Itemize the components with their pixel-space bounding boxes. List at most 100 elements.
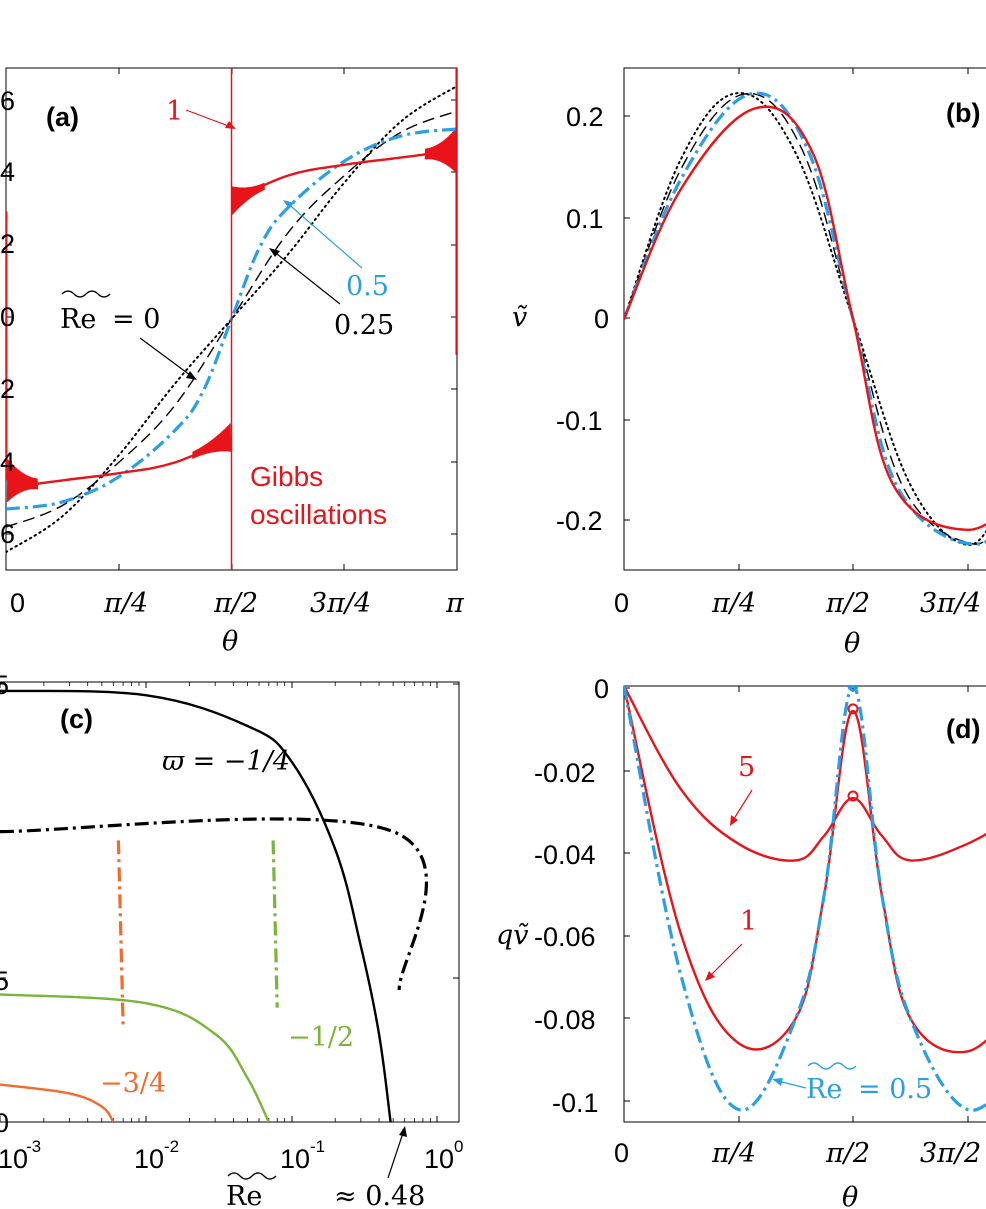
panel-a-annot-re0: Re = 0 xyxy=(60,290,160,335)
panel-a-xtick-4: π xyxy=(445,588,465,619)
panel-a-xtick-0: 0 xyxy=(10,588,25,618)
panel-a-annot-re0-lhs: Re xyxy=(60,304,96,335)
panel-c-xlabel-text: Re xyxy=(226,1181,262,1209)
panel-b-axes-box xyxy=(623,67,986,571)
panel-c-xtick-2-base: 10 xyxy=(280,1144,310,1174)
panel-a-arrow-half xyxy=(285,201,363,269)
panel-d-marker-re xyxy=(847,686,859,692)
panel-c-xtick-0: 10 -3 xyxy=(0,1137,41,1174)
panel-b-xlabel: θ xyxy=(844,628,860,659)
panel-a-re0-tilde xyxy=(61,290,111,298)
panel-a-series-3 xyxy=(10,149,453,489)
panel-c-annot-half: −1/2 xyxy=(288,1022,354,1053)
panel-d-ylabel: qṽ xyxy=(496,920,529,951)
panel-a-ytick-5: 4 xyxy=(0,447,15,477)
panel-c-xtick-1-exp: -2 xyxy=(164,1137,179,1156)
panel-d-series-1 xyxy=(624,686,986,1054)
panel-b-ytick-4: -0.2 xyxy=(556,506,603,536)
panel-a-xtick-3: 3π/4 xyxy=(310,588,371,619)
panel-d-xtick-1: π/4 xyxy=(711,1138,756,1169)
panel-c: 5 5 0 10 -3 10 -2 10 -1 10 0 Re (c) ϖ = … xyxy=(0,670,463,1209)
panel-a-xtick-1: π/4 xyxy=(103,588,148,619)
panel-b-series-2 xyxy=(624,91,986,546)
panel-c-xtick-3-base: 10 xyxy=(424,1144,454,1174)
panel-b: 0.2 0.1 0 -0.1 -0.2 ṽ 0 π/4 π/2 3π/4 θ (… xyxy=(512,67,986,659)
panel-a-gibbs-mid-left xyxy=(192,423,232,459)
panel-d-ytick-5: -0.1 xyxy=(552,1088,599,1118)
panel-b-ytick-2: 0 xyxy=(594,304,609,334)
panel-a-gibbs-mid-right xyxy=(231,182,265,216)
panel-a-annot-quarter: 0.25 xyxy=(334,310,394,341)
panel-c-xtick-2: 10 -1 xyxy=(280,1137,325,1174)
panel-b-series xyxy=(624,91,986,546)
panel-a-gibbs-right xyxy=(424,129,456,173)
panel-a-annot-one: 1 xyxy=(166,96,183,127)
panel-a-ytick-6: 6 xyxy=(0,519,15,549)
panel-d-re-tilde xyxy=(807,1062,857,1070)
panel-a-ytick-2: 2 xyxy=(0,229,15,259)
panel-c-series xyxy=(0,689,428,1122)
panel-d-annot-re-lhs: Re xyxy=(806,1074,842,1105)
panel-a-ytick-4: 2 xyxy=(0,374,15,404)
panel-d-ytick-0: 0 xyxy=(594,674,609,704)
panel-d-series-0 xyxy=(624,686,986,862)
panel-c-ytick-2: 0 xyxy=(0,1108,9,1138)
panel-b-ylabel: ṽ xyxy=(512,302,528,333)
panel-b-series-0 xyxy=(624,92,986,546)
panel-b-xtick-1: π/4 xyxy=(711,588,756,619)
panel-d-xtick-2: π/2 xyxy=(825,1138,870,1169)
panel-d-ytick-3: -0.06 xyxy=(534,922,596,952)
panel-a-annot-gibbs-line1: Gibbs xyxy=(250,461,323,492)
panel-d-annot-re-rhs: = 0.5 xyxy=(858,1074,932,1105)
panel-a-ytick-1: 4 xyxy=(0,157,15,187)
panel-b-series-1 xyxy=(624,92,986,545)
panel-d-series-2 xyxy=(624,686,986,1112)
panel-a-arrowhead-quarter xyxy=(269,248,280,257)
panel-b-ytick-3: -0.1 xyxy=(556,406,603,436)
panel-a-series xyxy=(6,68,457,570)
panel-b-ytick-1: 0.1 xyxy=(566,204,604,234)
panel-d-arrowhead-re xyxy=(772,1078,783,1086)
panel-b-xtick-2: π/2 xyxy=(825,588,870,619)
panel-a-annot-re0-rhs: = 0 xyxy=(112,304,160,335)
panel-d-axes-box xyxy=(623,685,986,1123)
panel-a-arrowhead-one xyxy=(225,121,236,129)
panel-d-xtick-3: 3π/2 xyxy=(920,1138,981,1169)
panel-c-xtick-3: 10 0 xyxy=(424,1137,463,1174)
panel-d-arrow-one xyxy=(707,943,743,979)
panel-a-arrow-re0 xyxy=(139,337,195,379)
panel-b-ticks xyxy=(623,68,969,570)
panel-c-series-2 xyxy=(0,1083,115,1122)
panel-d: 0 -0.02 -0.04 -0.06 -0.08 -0.1 qṽ 0 π/4 … xyxy=(496,674,986,1209)
panel-c-xtick-0-exp: -3 xyxy=(26,1137,41,1156)
panel-a-gibbs-left xyxy=(6,459,39,502)
panel-d-arrowhead-one xyxy=(705,971,715,981)
panel-d-ytick-1: -0.02 xyxy=(534,758,596,788)
panel-d-marker-1 xyxy=(847,703,859,715)
panel-c-xtick-2-exp: -1 xyxy=(310,1137,325,1156)
panel-b-xtick-3: 3π/4 xyxy=(920,588,981,619)
panel-c-series-1 xyxy=(0,993,270,1122)
panel-d-annot-one: 1 xyxy=(740,906,757,937)
panel-b-xtick-0: 0 xyxy=(614,588,629,618)
panel-c-label: (c) xyxy=(60,704,93,734)
panel-d-arrowhead-five xyxy=(730,815,738,826)
panel-c-annot-threequarter: −3/4 xyxy=(100,1068,166,1099)
panel-d-annot-five: 5 xyxy=(738,752,755,783)
panel-c-arrow-approx xyxy=(387,1129,405,1179)
panel-a-ytick-3: 0 xyxy=(0,302,15,332)
panel-c-series-5 xyxy=(116,840,125,1026)
panel-a-xtick-2: π/2 xyxy=(213,588,258,619)
panel-d-series xyxy=(624,686,986,1112)
panel-c-xtick-1-base: 10 xyxy=(134,1144,164,1174)
panel-d-ytick-2: -0.04 xyxy=(534,840,596,870)
panel-c-arrowhead-approx xyxy=(399,1126,407,1137)
panel-a-arrowhead-re0 xyxy=(186,371,197,380)
panel-c-ytick-0: 5 xyxy=(0,670,9,700)
panel-c-annot-approx: ≈ 0.48 xyxy=(334,1181,425,1209)
panel-a-annot-gibbs-line2: oscillations xyxy=(250,499,387,530)
panel-d-label: (d) xyxy=(946,714,980,744)
panel-c-annot-w-quarter: ϖ = −1/4 xyxy=(162,746,290,777)
panel-d-marker-5 xyxy=(847,790,859,802)
